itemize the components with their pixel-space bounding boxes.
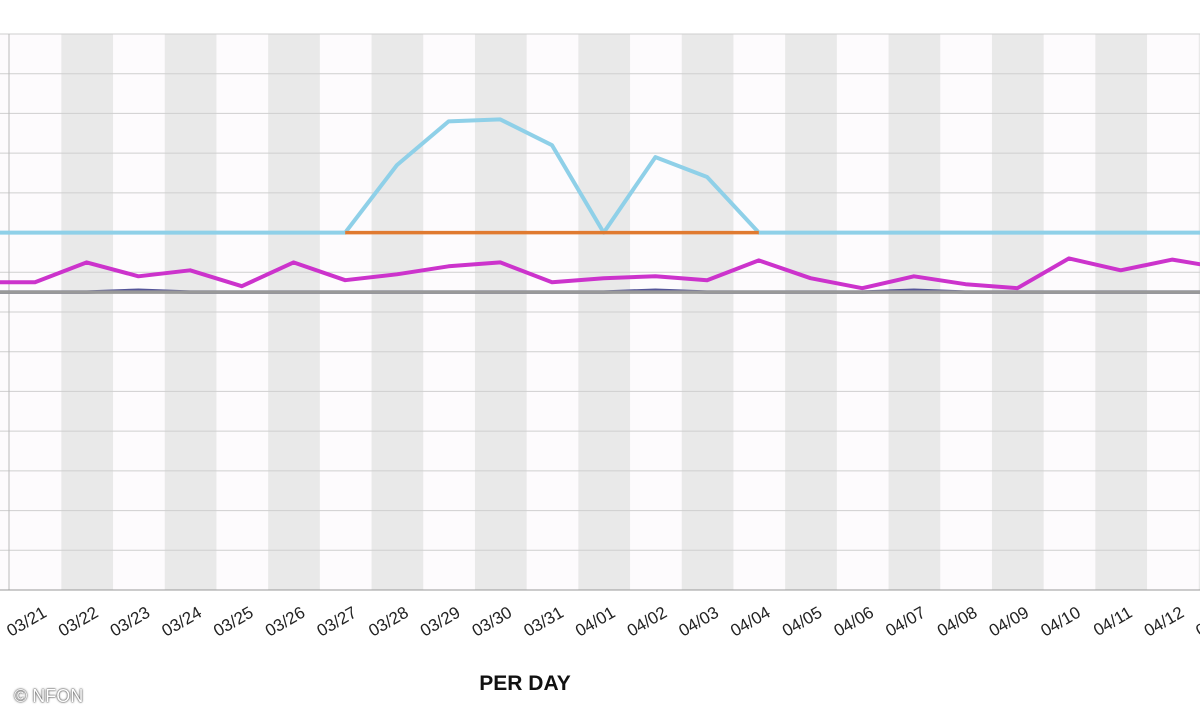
watermark: © NFON	[14, 686, 84, 706]
x-tick-label: 03/22	[55, 603, 101, 641]
x-tick-label: 04/09	[986, 603, 1032, 641]
x-tick-label: 04/10	[1037, 603, 1083, 641]
x-tick-label: 03/26	[262, 603, 308, 641]
x-tick-label: 03/21	[3, 603, 49, 641]
x-tick-label: 04/06	[831, 603, 877, 641]
series-line-3	[0, 256, 1200, 291]
x-tick-label: 03/29	[417, 603, 463, 641]
x-tick-label: 03/30	[469, 603, 515, 641]
x-tick-label: 04/01	[572, 603, 618, 641]
x-tick-label: 04/02	[624, 603, 670, 641]
x-tick-label: 03/24	[159, 603, 205, 641]
x-tick-label: 04/05	[779, 603, 825, 641]
x-tick-label: 03/23	[107, 603, 153, 641]
x-tick-label: 04/03	[676, 603, 722, 641]
x-tick-label: 04/08	[934, 603, 980, 641]
x-tick-label: 03/31	[520, 603, 566, 641]
x-tick-label: 03/27	[314, 603, 360, 641]
x-tick-label: 03/25	[210, 603, 256, 641]
x-tick-label: 04/07	[882, 603, 928, 641]
x-tick-label: 04/04	[727, 603, 773, 641]
x-axis-label: PER DAY	[479, 672, 571, 695]
x-tick-label: 04/13	[1193, 603, 1200, 641]
x-tick-label: 04/11	[1090, 603, 1135, 640]
series-line-1	[0, 117, 1200, 235]
x-tick-label: 03/28	[365, 603, 411, 641]
x-tick-label: 04/12	[1141, 603, 1187, 641]
